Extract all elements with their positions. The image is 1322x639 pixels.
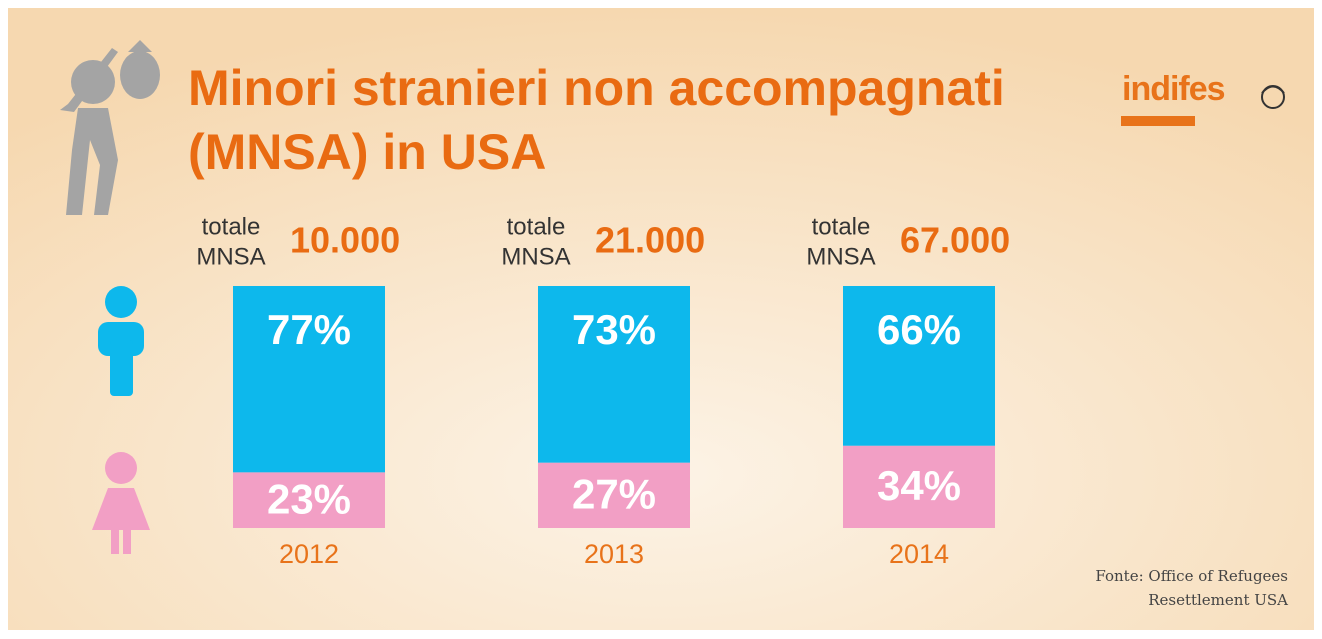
total-caption: totale <box>812 213 871 240</box>
total-caption: MNSA <box>196 243 265 270</box>
total-value: 21.000 <box>595 220 705 261</box>
bar-segment <box>843 286 995 446</box>
value-label: 23% <box>267 475 351 522</box>
total-caption: MNSA <box>806 243 875 270</box>
total-value: 10.000 <box>290 220 400 261</box>
male-icon <box>98 286 144 396</box>
x-tick-label: 2014 <box>889 539 949 569</box>
logo-icon <box>1121 85 1285 126</box>
source-note: Fonte: Office of Refugees Resettlement U… <box>1095 567 1288 609</box>
value-label: 34% <box>877 462 961 509</box>
x-tick-label: 2012 <box>279 539 339 569</box>
total-value: 67.000 <box>900 220 1010 261</box>
bar-segment <box>538 286 690 463</box>
total-caption: MNSA <box>501 243 570 270</box>
total-caption: totale <box>507 213 566 240</box>
traveller-icon <box>60 40 160 215</box>
bar-segment <box>233 472 385 528</box>
bar-segment <box>538 462 690 528</box>
total-caption: totale <box>202 213 261 240</box>
value-label: 66% <box>877 306 961 353</box>
x-tick-label: 2013 <box>584 539 644 569</box>
bar-segment <box>843 445 995 528</box>
bar-segment <box>233 286 385 473</box>
female-icon <box>92 452 150 554</box>
chart-title: Minori stranieri non accompagnati (MNSA)… <box>188 60 1005 180</box>
value-label: 27% <box>572 470 656 517</box>
logo: indifes <box>1122 70 1226 108</box>
value-label: 73% <box>572 306 656 353</box>
value-label: 77% <box>267 306 351 353</box>
